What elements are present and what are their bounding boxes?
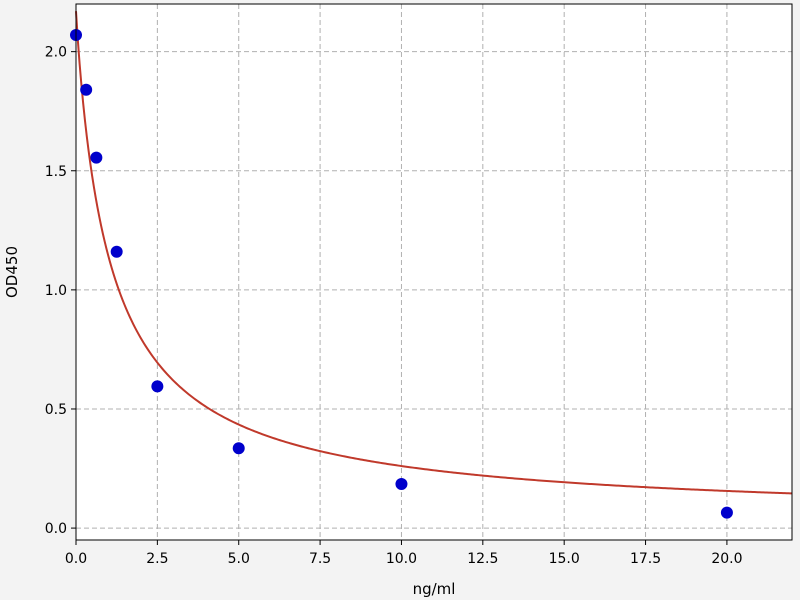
data-point [80, 83, 93, 96]
x-tick-label: 0.0 [65, 551, 87, 567]
plot-area [76, 4, 792, 540]
y-tick-label: 0.5 [45, 402, 67, 418]
data-point [395, 478, 408, 491]
x-tick-label: 7.5 [309, 551, 331, 567]
x-tick-label: 2.5 [146, 551, 168, 567]
ticks-layer: 0.0 2.5 5.0 7.5 10.0 12.5 15.0 17.5 20.0 0.0 0.5 1.… [45, 45, 743, 567]
x-tick-label: 5.0 [228, 551, 250, 567]
y-tick-label: 1.0 [45, 283, 67, 299]
data-point [232, 442, 245, 455]
x-axis-label: ng/ml [413, 580, 456, 598]
y-axis-label: OD450 [3, 246, 21, 298]
y-tick-label: 1.5 [45, 164, 67, 180]
data-point [90, 151, 103, 164]
y-tick-label: 0.0 [45, 521, 67, 537]
curve-layer [75, 11, 793, 495]
x-tick-label: 20.0 [711, 551, 742, 567]
grid-layer [75, 4, 792, 540]
data-point [720, 506, 733, 519]
x-tick-label: 15.0 [549, 551, 580, 567]
data-point [110, 245, 123, 258]
points-layer [70, 28, 733, 519]
x-tick-label: 10.0 [386, 551, 417, 567]
x-tick-label: 17.5 [630, 551, 661, 567]
fit-curve [75, 11, 793, 495]
x-tick-label: 12.5 [467, 551, 498, 567]
data-point [151, 380, 164, 393]
plot-frame [75, 3, 793, 541]
y-tick-label: 2.0 [45, 45, 67, 61]
